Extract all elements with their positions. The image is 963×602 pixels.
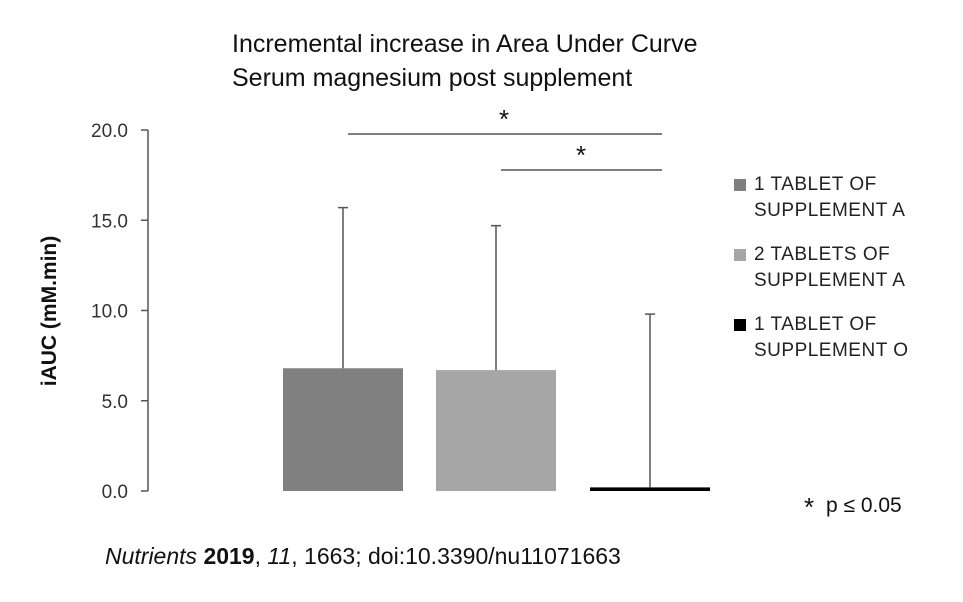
legend-item: 1 TABLET OF SUPPLEMENT O	[734, 312, 963, 364]
legend-label-line-1: 1 TABLET OF	[754, 174, 877, 195]
legend-swatch	[734, 249, 746, 261]
bar	[590, 487, 710, 491]
bar	[283, 368, 403, 491]
citation: Nutrients 2019, 11, 1663; doi:10.3390/nu…	[105, 543, 621, 570]
y-tick-label: 20.0	[91, 121, 128, 142]
citation-year: 2019	[203, 543, 255, 569]
y-tick-label: 5.0	[102, 392, 128, 413]
citation-volume: 11	[267, 543, 292, 569]
legend-label-line-2: SUPPLEMENT A	[754, 270, 906, 291]
significance-note-star: *	[804, 492, 815, 522]
significance-note: * p ≤ 0.05	[804, 488, 902, 522]
legend-swatch	[734, 179, 746, 191]
significance-note-text: p ≤ 0.05	[825, 494, 902, 517]
legend-item: 1 TABLET OF SUPPLEMENT A	[734, 172, 963, 224]
legend-item: 2 TABLETS OF SUPPLEMENT A	[734, 242, 963, 294]
significance-star: *	[576, 140, 586, 170]
legend-label-line-2: SUPPLEMENT A	[754, 200, 906, 221]
chart-title-line-2: Serum magnesium post supplement	[232, 64, 633, 92]
legend-label-line-2: SUPPLEMENT O	[754, 340, 909, 361]
legend-swatch	[734, 319, 746, 331]
citation-rest: , 1663; doi:10.3390/nu11071663	[291, 543, 621, 569]
legend: 1 TABLET OF SUPPLEMENT A 2 TABLETS OF SU…	[734, 172, 963, 382]
citation-separator: ,	[254, 543, 268, 569]
legend-label-line-1: 1 TABLET OF	[754, 314, 877, 335]
significance-star: *	[499, 104, 509, 134]
y-tick-label: 0.0	[102, 482, 128, 503]
legend-label-line-1: 2 TABLETS OF	[754, 244, 891, 265]
y-tick-label: 10.0	[91, 302, 128, 323]
citation-journal: Nutrients	[105, 543, 198, 569]
bar	[436, 370, 556, 491]
chart-title-line-1: Incremental increase in Area Under Curve	[232, 30, 698, 58]
y-axis-title: iAUC (mM.min)	[38, 236, 61, 387]
y-tick-label: 15.0	[91, 211, 128, 232]
